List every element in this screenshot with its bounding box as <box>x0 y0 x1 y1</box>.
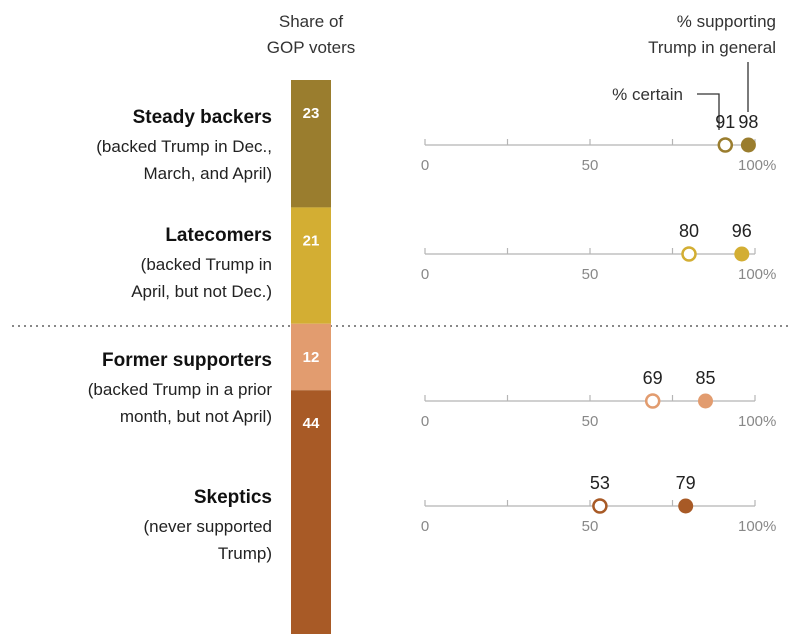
dot-certain-skeptics <box>592 498 608 514</box>
share-header-line2: GOP voters <box>267 38 356 57</box>
dot-certain-latecomers <box>681 246 697 262</box>
dot-label-certain-skeptics: 53 <box>590 473 610 493</box>
dot-row-steady: 0 50 100% 91 98 <box>421 112 777 174</box>
dot-label-support-latecomers: 96 <box>732 221 752 241</box>
group-sub-skeptics-2: Trump) <box>218 544 272 563</box>
share-value-skeptics: 44 <box>303 415 320 432</box>
dot-label-certain-former: 69 <box>643 368 663 388</box>
tick-label: 100% <box>738 518 776 535</box>
tick-label: 100% <box>738 266 776 283</box>
dot-row-skeptics: 0 50 100% 53 79 <box>421 473 777 535</box>
dot-row-former: 0 50 100% 69 85 <box>421 368 777 430</box>
share-segment-skeptics <box>291 390 331 634</box>
group-sub-former-2: month, but not April) <box>120 407 272 426</box>
tick-label: 50 <box>582 518 599 535</box>
share-value-former: 12 <box>303 349 320 366</box>
group-labels: Steady backers (backed Trump in Dec., Ma… <box>88 107 273 563</box>
group-title-steady: Steady backers <box>133 107 272 128</box>
certain-callout <box>697 93 720 130</box>
group-title-latecomers: Latecomers <box>165 225 272 246</box>
dot-label-support-skeptics: 79 <box>676 473 696 493</box>
share-value-latecomers: 21 <box>303 232 320 249</box>
tick-label: 0 <box>421 157 429 174</box>
tick-label: 50 <box>582 266 599 283</box>
dot-label-support-former: 85 <box>695 368 715 388</box>
dot-row-latecomers: 0 50 100% 80 96 <box>421 221 777 283</box>
share-segment-steady <box>291 80 331 208</box>
certain-header: % certain <box>612 85 683 104</box>
group-sub-former-1: (backed Trump in a prior <box>88 380 273 399</box>
share-segment-latecomers <box>291 207 331 324</box>
tick-label: 50 <box>582 157 599 174</box>
dot-plot: 0 50 100% 91 98 0 50 100% 80 96 0 50 100% 69 85 0 50 100%… <box>421 112 777 535</box>
dot-support-skeptics <box>678 498 694 514</box>
group-title-former: Former supporters <box>102 350 272 371</box>
tick-label: 0 <box>421 518 429 535</box>
support-header-line2: Trump in general <box>648 38 776 57</box>
group-sub-latecomers-1: (backed Trump in <box>141 255 272 274</box>
dot-label-certain-latecomers: 80 <box>679 221 699 241</box>
dot-certain-steady <box>717 137 734 153</box>
group-sub-skeptics-1: (never supported <box>143 517 272 536</box>
dot-certain-former <box>644 393 661 409</box>
support-header-line1: % supporting <box>677 12 776 31</box>
share-bar: 23 21 12 44 <box>291 80 331 634</box>
tick-label: 50 <box>582 413 599 430</box>
dot-support-former <box>698 393 713 409</box>
dot-label-support-steady: 98 <box>738 112 758 132</box>
tick-label: 100% <box>738 413 776 430</box>
group-title-skeptics: Skeptics <box>194 487 272 508</box>
dot-label-certain-steady: 91 <box>715 112 735 132</box>
tick-label: 100% <box>738 157 776 174</box>
share-header-line1: Share of <box>279 12 344 31</box>
group-sub-steady-1: (backed Trump in Dec., <box>96 137 272 156</box>
dot-support-latecomers <box>734 246 750 262</box>
group-sub-latecomers-2: April, but not Dec.) <box>131 282 272 301</box>
group-sub-steady-2: March, and April) <box>144 164 273 183</box>
tick-label: 0 <box>421 413 429 430</box>
share-segment-former <box>291 323 331 391</box>
dot-support-steady <box>740 137 756 153</box>
share-value-steady: 23 <box>303 105 320 122</box>
tick-label: 0 <box>421 266 429 283</box>
